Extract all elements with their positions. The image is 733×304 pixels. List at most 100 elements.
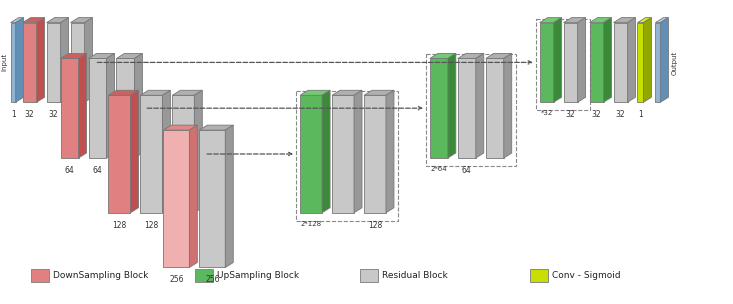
Polygon shape	[163, 130, 189, 268]
Text: 256: 256	[169, 275, 183, 285]
Polygon shape	[172, 95, 194, 213]
Polygon shape	[504, 54, 512, 158]
Polygon shape	[644, 18, 652, 102]
Text: 32: 32	[616, 110, 625, 119]
Polygon shape	[364, 90, 394, 95]
Polygon shape	[61, 58, 78, 158]
Polygon shape	[84, 18, 92, 102]
Polygon shape	[458, 54, 484, 58]
Polygon shape	[564, 22, 578, 102]
Polygon shape	[89, 58, 106, 158]
Polygon shape	[614, 22, 627, 102]
Polygon shape	[332, 90, 362, 95]
Polygon shape	[78, 54, 86, 158]
Polygon shape	[476, 54, 484, 158]
Polygon shape	[638, 22, 644, 102]
Text: 32: 32	[49, 110, 59, 119]
Polygon shape	[189, 125, 197, 268]
Polygon shape	[141, 95, 163, 213]
Polygon shape	[89, 54, 114, 58]
Polygon shape	[486, 58, 504, 158]
Text: DownSampling Block: DownSampling Block	[53, 271, 148, 280]
Text: 128: 128	[112, 221, 127, 230]
Polygon shape	[163, 125, 197, 130]
Polygon shape	[15, 18, 23, 102]
Text: 32: 32	[566, 110, 575, 119]
Polygon shape	[627, 18, 636, 102]
Polygon shape	[354, 90, 362, 213]
Polygon shape	[194, 90, 202, 213]
Polygon shape	[61, 18, 69, 102]
Text: 64: 64	[92, 166, 103, 175]
Polygon shape	[61, 54, 86, 58]
Polygon shape	[332, 95, 354, 213]
Polygon shape	[486, 54, 512, 58]
Polygon shape	[141, 90, 170, 95]
Polygon shape	[172, 90, 202, 95]
Polygon shape	[322, 90, 330, 213]
Polygon shape	[386, 90, 394, 213]
Text: 2*64: 2*64	[430, 166, 447, 172]
Polygon shape	[70, 18, 92, 22]
Polygon shape	[11, 18, 23, 22]
Polygon shape	[589, 18, 611, 22]
Polygon shape	[199, 130, 225, 268]
Text: 64: 64	[65, 166, 75, 175]
Polygon shape	[578, 18, 586, 102]
Polygon shape	[655, 18, 668, 22]
Polygon shape	[553, 18, 561, 102]
Text: 256: 256	[205, 275, 220, 285]
Polygon shape	[300, 90, 330, 95]
Text: *32: *32	[540, 110, 553, 116]
Text: 2*128: 2*128	[301, 221, 322, 227]
Polygon shape	[430, 54, 456, 58]
Text: 1: 1	[11, 110, 15, 119]
Polygon shape	[37, 18, 45, 102]
Polygon shape	[300, 95, 322, 213]
Text: 32: 32	[592, 110, 601, 119]
Polygon shape	[23, 22, 37, 102]
Text: Input: Input	[1, 53, 7, 71]
Polygon shape	[199, 125, 233, 130]
Polygon shape	[11, 22, 15, 102]
Polygon shape	[23, 18, 45, 22]
Polygon shape	[564, 18, 586, 22]
Polygon shape	[108, 90, 139, 95]
Polygon shape	[539, 18, 561, 22]
Text: Residual Block: Residual Block	[382, 271, 448, 280]
Polygon shape	[589, 22, 603, 102]
Polygon shape	[458, 58, 476, 158]
Polygon shape	[130, 90, 139, 213]
Text: 128: 128	[368, 221, 382, 230]
Polygon shape	[614, 18, 636, 22]
Polygon shape	[117, 58, 134, 158]
Polygon shape	[163, 90, 170, 213]
FancyBboxPatch shape	[530, 269, 548, 282]
Polygon shape	[638, 18, 652, 22]
Text: Conv - Sigmoid: Conv - Sigmoid	[552, 271, 620, 280]
Polygon shape	[117, 54, 142, 58]
Polygon shape	[660, 18, 668, 102]
FancyBboxPatch shape	[195, 269, 213, 282]
Polygon shape	[225, 125, 233, 268]
Polygon shape	[364, 95, 386, 213]
Polygon shape	[47, 18, 69, 22]
Text: 32: 32	[25, 110, 34, 119]
Polygon shape	[108, 95, 130, 213]
Polygon shape	[448, 54, 456, 158]
Polygon shape	[70, 22, 84, 102]
FancyBboxPatch shape	[31, 269, 48, 282]
Polygon shape	[603, 18, 611, 102]
Polygon shape	[106, 54, 114, 158]
Polygon shape	[539, 22, 553, 102]
Polygon shape	[430, 58, 448, 158]
Text: 64: 64	[462, 166, 471, 175]
Text: Output: Output	[671, 50, 677, 74]
Text: 128: 128	[144, 221, 158, 230]
Polygon shape	[655, 22, 660, 102]
Polygon shape	[47, 22, 61, 102]
FancyBboxPatch shape	[360, 269, 378, 282]
Polygon shape	[134, 54, 142, 158]
Text: 1: 1	[638, 110, 643, 119]
Text: UpSampling Block: UpSampling Block	[217, 271, 299, 280]
